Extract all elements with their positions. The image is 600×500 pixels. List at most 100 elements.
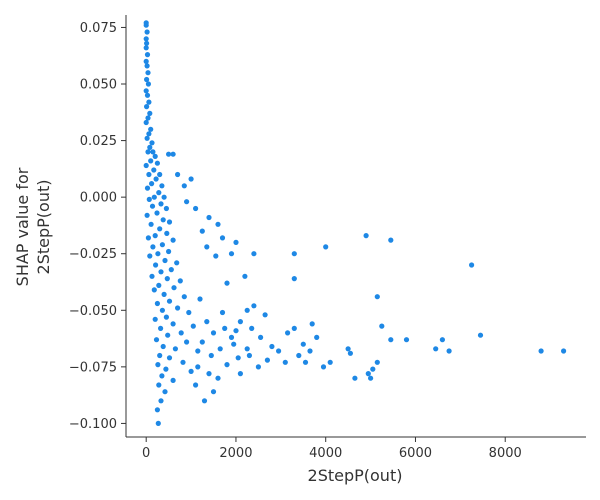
data-point	[188, 368, 194, 374]
data-point	[144, 92, 151, 98]
data-point	[158, 398, 164, 404]
data-point	[300, 341, 306, 347]
data-point	[213, 253, 219, 259]
data-point	[197, 296, 203, 302]
data-point	[144, 40, 150, 46]
data-point	[374, 294, 380, 300]
x-tick-label: 6000	[399, 446, 432, 461]
data-point	[150, 244, 156, 250]
data-point	[477, 332, 484, 338]
data-point	[151, 194, 157, 200]
data-point	[403, 337, 410, 343]
data-point	[224, 362, 230, 368]
data-point	[147, 253, 153, 259]
data-point	[561, 348, 567, 354]
y-axis-label-line-1: SHAP value for	[13, 167, 32, 286]
data-point	[181, 183, 187, 189]
data-point	[146, 99, 152, 105]
data-point	[161, 291, 167, 297]
data-point	[204, 244, 210, 250]
y-tick-label: −0.100	[69, 417, 117, 432]
data-point	[143, 58, 149, 64]
y-tick-label: −0.075	[69, 360, 117, 375]
data-point	[439, 337, 445, 343]
data-point	[208, 352, 214, 359]
data-point	[246, 352, 252, 359]
data-point	[249, 325, 255, 331]
data-point	[155, 251, 161, 257]
data-point	[159, 242, 165, 248]
data-point	[147, 110, 153, 116]
data-point	[162, 389, 168, 395]
data-point	[374, 359, 380, 365]
data-point	[178, 330, 184, 336]
data-point	[166, 248, 172, 255]
data-point	[146, 131, 152, 137]
data-point	[144, 63, 150, 69]
data-point	[143, 36, 149, 42]
data-point	[235, 355, 241, 361]
data-point	[150, 149, 156, 155]
data-point	[219, 309, 226, 316]
x-tick-label: 4000	[309, 446, 342, 461]
x-tick-label: 8000	[489, 446, 522, 461]
data-point	[368, 375, 374, 381]
data-point	[148, 221, 154, 227]
data-point	[307, 348, 313, 354]
data-point	[388, 237, 394, 243]
data-point	[365, 371, 371, 377]
data-point	[147, 144, 153, 150]
data-point	[145, 81, 151, 87]
data-point	[264, 357, 270, 363]
data-point	[193, 382, 199, 388]
data-point	[153, 176, 159, 182]
data-point	[291, 325, 297, 331]
data-point	[233, 328, 239, 334]
data-point	[157, 226, 163, 232]
y-axis-ticks: 0.075 0.050 0.025 0.000 −0.025 −0.050 −0.075 −0…	[69, 21, 126, 432]
data-point	[145, 115, 151, 121]
data-point	[291, 276, 297, 282]
y-tick-label: −0.025	[69, 247, 117, 262]
data-point	[219, 235, 226, 241]
data-point	[204, 319, 210, 325]
data-point	[149, 273, 155, 279]
data-point	[166, 151, 172, 157]
y-tick-label: 0.000	[80, 191, 117, 206]
data-point	[255, 364, 261, 370]
data-point	[190, 323, 196, 329]
data-point	[446, 348, 452, 354]
data-point	[244, 346, 250, 352]
data-point	[160, 217, 166, 223]
data-point	[242, 273, 248, 279]
data-point	[149, 140, 155, 146]
data-point	[149, 181, 155, 187]
data-point	[269, 343, 275, 350]
data-point	[251, 303, 257, 309]
data-point	[154, 407, 160, 413]
data-point	[352, 375, 358, 381]
y-axis-label-line-2: 2StepP(out)	[34, 180, 53, 275]
y-tick-label: 0.075	[80, 21, 117, 36]
data-point	[237, 371, 243, 377]
data-point	[285, 330, 291, 336]
data-point	[228, 334, 235, 340]
data-point	[181, 294, 187, 300]
data-point	[144, 104, 150, 110]
data-points	[143, 20, 567, 426]
data-point	[345, 346, 351, 352]
data-point	[145, 149, 151, 155]
data-point	[262, 312, 268, 318]
data-point	[309, 321, 315, 327]
data-point	[388, 337, 394, 343]
data-point	[184, 339, 190, 345]
data-point	[347, 350, 353, 356]
data-point	[215, 221, 221, 227]
data-point	[163, 314, 169, 320]
data-point	[215, 375, 221, 381]
data-point	[206, 214, 212, 221]
data-point	[158, 325, 164, 331]
data-point	[327, 359, 333, 365]
data-point	[145, 235, 151, 241]
